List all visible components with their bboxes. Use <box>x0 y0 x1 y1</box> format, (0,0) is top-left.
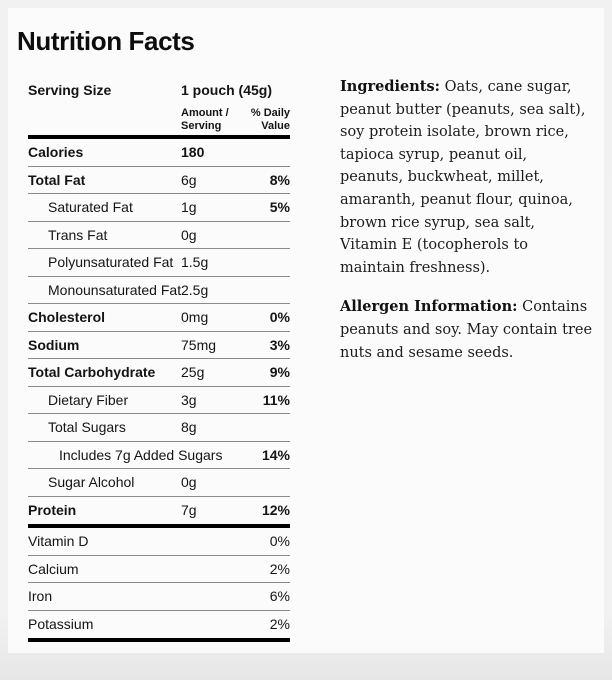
nutrition-rows: Calories 180 Total Fat 6g 8% Saturated Fat 1g 5… <box>28 139 290 524</box>
nutrient-label: Vitamin D <box>28 533 89 550</box>
nutrient-amount: 25g <box>181 364 205 381</box>
nutrient-amount: 0g <box>181 474 197 491</box>
nutrient-amount: 1.5g <box>181 254 209 271</box>
nutrient-label: Saturated Fat <box>48 199 133 216</box>
nutrient-daily-value: 0% <box>269 533 290 550</box>
nutrient-daily-value: 3% <box>269 336 290 353</box>
nutrient-label: Trans Fat <box>48 226 108 243</box>
nutrient-label: Protein <box>28 502 77 519</box>
nutrient-label: Total Carbohydrate <box>28 364 156 381</box>
allergen-label: Allergen Information: <box>340 298 518 316</box>
serving-size-row: Serving Size 1 pouch (45g) <box>28 82 290 100</box>
nutrient-label: Dietary Fiber <box>48 391 129 408</box>
nutrient-amount: 75mg <box>181 336 217 353</box>
serving-size-value: 1 pouch (45g) <box>181 82 273 98</box>
table-row: Cholesterol 0mg 0% <box>28 304 290 332</box>
nutrient-amount: 180 <box>181 144 205 161</box>
nutrient-label: Potassium <box>28 616 94 633</box>
ingredients-text: Oats, cane sugar, peanut butter (peanuts… <box>340 79 586 276</box>
nutrient-amount: 8g <box>181 419 197 436</box>
nutrient-amount: 1g <box>181 199 197 216</box>
nutrient-label: Iron <box>28 588 53 605</box>
nutrient-label: Total Sugars <box>48 419 126 436</box>
table-row: Total Carbohydrate 25g 9% <box>28 359 290 387</box>
table-row: Dietary Fiber 3g 11% <box>28 387 290 414</box>
nutrient-amount: 6g <box>181 171 197 188</box>
table-row: Sodium 75mg 3% <box>28 332 290 359</box>
table-row: Iron 6% <box>28 583 290 611</box>
nutrient-label: Cholesterol <box>28 309 106 326</box>
nutrient-amount: 0g <box>181 226 197 243</box>
nutrient-daily-value: 6% <box>269 588 290 605</box>
daily-value-header: % Daily Value <box>250 107 290 132</box>
table-row: Total Fat 6g 8% <box>28 167 290 194</box>
ingredients-section: Ingredients: Oats, cane sugar, peanut bu… <box>340 76 593 279</box>
table-row: Vitamin D 0% <box>28 528 290 556</box>
amount-serving-header: Amount / Serving <box>181 107 229 132</box>
nutrient-daily-value: 11% <box>262 391 290 408</box>
nutrient-label: Calcium <box>28 560 79 577</box>
nutrient-amount: 7g <box>181 502 197 519</box>
ingredients-label: Ingredients: <box>340 78 440 95</box>
divider-thick-middle <box>28 524 290 528</box>
table-row: Sugar Alcohol 0g <box>28 469 290 497</box>
nutrient-daily-value: 14% <box>261 446 290 463</box>
serving-size-label: Serving Size <box>28 82 112 98</box>
table-row: Saturated Fat 1g 5% <box>28 194 290 222</box>
micronutrient-rows: Vitamin D 0% Calcium 2% Iron 6% Potassium 2% <box>28 528 290 638</box>
nutrient-daily-value: 12% <box>261 502 290 519</box>
column-headers: Amount / Serving % Daily Value <box>28 107 290 135</box>
table-row: Potassium 2% <box>28 611 290 639</box>
nutrient-daily-value: 5% <box>269 199 290 216</box>
nutrient-label: Total Fat <box>28 171 86 188</box>
divider-thick-top <box>28 135 290 139</box>
table-row: Total Sugars 8g <box>28 414 290 442</box>
nutrient-label: Includes 7g Added Sugars <box>59 446 223 463</box>
nutrient-amount: 0mg <box>181 309 209 326</box>
nutrient-label: Polyunsaturated Fat <box>48 254 174 271</box>
nutrient-amount: 3g <box>181 391 197 408</box>
nutrient-daily-value: 0% <box>269 309 290 326</box>
nutrition-table: Serving Size 1 pouch (45g) Amount / Serv… <box>28 82 290 642</box>
nutrient-daily-value: 9% <box>269 364 290 381</box>
nutrient-daily-value: 2% <box>269 616 290 633</box>
table-row: Protein 7g 12% <box>28 497 290 525</box>
label-card <box>8 8 604 653</box>
table-row: Polyunsaturated Fat 1.5g <box>28 249 290 277</box>
nutrient-label: Monounsaturated Fat <box>48 281 182 298</box>
ingredients-column: Ingredients: Oats, cane sugar, peanut bu… <box>340 76 593 364</box>
table-row: Includes 7g Added Sugars 14% <box>28 442 290 469</box>
nutrient-label: Sodium <box>28 336 80 353</box>
page-title: Nutrition Facts <box>17 26 195 56</box>
nutrient-amount: 2.5g <box>181 281 209 298</box>
table-row: Calcium 2% <box>28 556 290 583</box>
table-row: Monounsaturated Fat 2.5g <box>28 277 290 304</box>
allergen-text: Contains peanuts and soy. May contain tr… <box>340 299 593 361</box>
nutrient-daily-value: 2% <box>269 560 290 577</box>
nutrient-daily-value: 8% <box>269 171 290 188</box>
allergen-section: Allergen Information: Contains peanuts a… <box>340 296 593 364</box>
table-row: Calories 180 <box>28 139 290 167</box>
table-row: Trans Fat 0g <box>28 222 290 249</box>
nutrient-label: Calories <box>28 144 84 161</box>
nutrient-label: Sugar Alcohol <box>48 474 135 491</box>
divider-thick-bottom <box>28 638 290 642</box>
